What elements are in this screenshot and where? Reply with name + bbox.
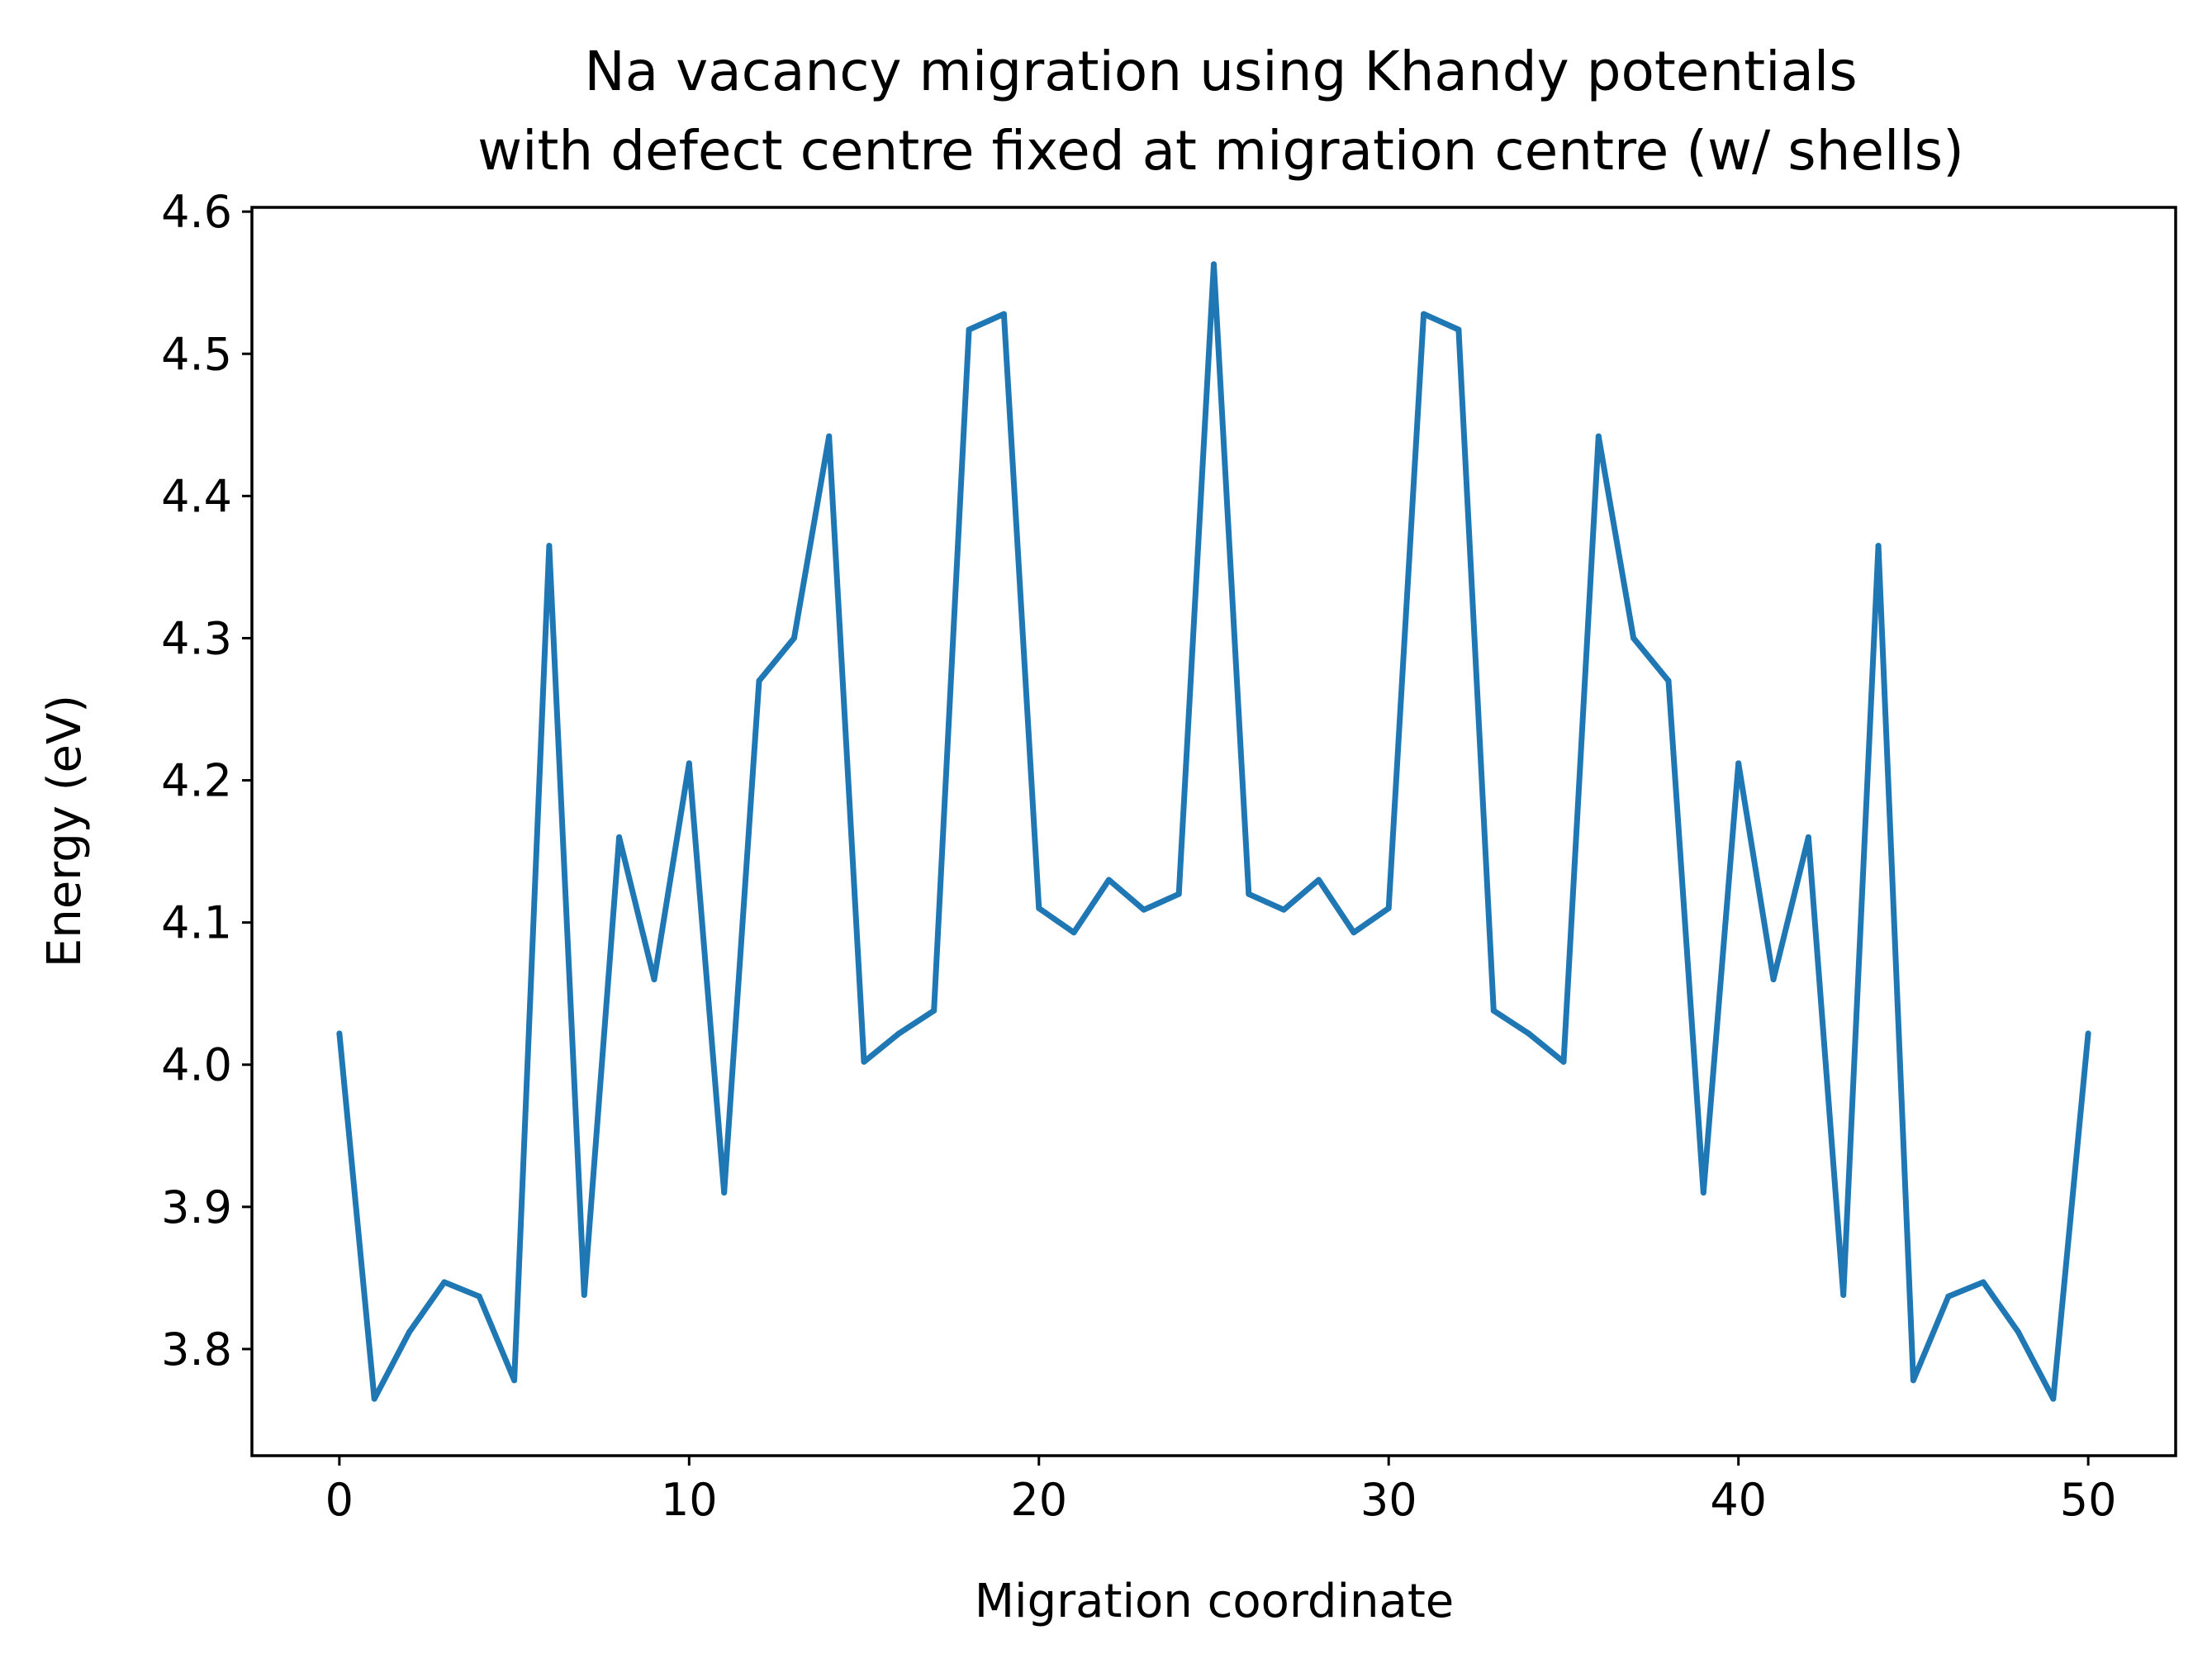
data-point	[721, 1190, 728, 1196]
y-tick-label: 4.3	[161, 612, 232, 664]
y-tick-label: 4.0	[161, 1039, 232, 1091]
data-point	[581, 1292, 587, 1299]
data-point	[1211, 261, 1217, 268]
x-tick-label: 20	[1010, 1474, 1067, 1526]
data-point	[826, 433, 833, 440]
y-tick-label: 4.6	[161, 186, 232, 238]
y-tick-label: 4.2	[161, 755, 232, 807]
y-tick-label: 3.8	[161, 1323, 232, 1376]
data-point	[931, 1007, 937, 1014]
chart-title-line-2: with defect centre fixed at migration ce…	[477, 119, 1964, 183]
data-point	[1036, 905, 1042, 911]
data-point	[686, 760, 692, 767]
data-point	[1840, 1292, 1847, 1299]
plot-area-frame	[250, 206, 2177, 1457]
data-point	[1665, 677, 1672, 684]
data-point	[1805, 834, 1811, 840]
data-point	[1700, 1190, 1706, 1196]
x-tick-label: 10	[661, 1474, 718, 1526]
data-point	[1735, 760, 1742, 767]
data-point	[1631, 634, 1637, 641]
y-tick-label: 4.1	[161, 897, 232, 949]
x-tick-label: 0	[325, 1474, 354, 1526]
data-point	[1770, 976, 1777, 982]
data-point	[1421, 311, 1427, 317]
data-point	[1490, 1007, 1497, 1014]
x-axis-ticks: 0 10 20 30 40 50	[325, 1456, 2117, 1526]
y-axis-ticks: 3.8 3.9 4.0 4.1 4.2 4.3 4.4 4.5 4.6	[161, 186, 252, 1376]
data-point	[1980, 1279, 1987, 1285]
data-point	[546, 543, 553, 549]
data-point	[1385, 905, 1392, 911]
data-point	[1246, 891, 1252, 897]
data-point	[1141, 906, 1147, 913]
data-point	[966, 326, 972, 333]
y-tick-label: 3.9	[161, 1181, 232, 1233]
data-point	[1175, 891, 1182, 897]
data-point	[2050, 1395, 2057, 1402]
data-point	[651, 976, 657, 982]
data-point	[1350, 929, 1357, 936]
data-point	[1910, 1377, 1916, 1384]
data-point	[756, 677, 762, 684]
data-point	[616, 834, 623, 840]
energy-series-line	[336, 261, 2091, 1402]
x-tick-label: 30	[1360, 1474, 1417, 1526]
data-point	[1316, 877, 1322, 883]
data-points	[336, 261, 2091, 1402]
data-point	[1526, 1030, 1532, 1037]
x-axis-label: Migration coordinate	[975, 1575, 1455, 1628]
y-tick-label: 4.4	[161, 470, 232, 522]
data-point	[2015, 1328, 2021, 1335]
data-point	[1455, 326, 1462, 333]
data-point	[790, 634, 797, 641]
data-point	[1000, 311, 1007, 317]
data-point	[1560, 1058, 1567, 1065]
data-point	[406, 1328, 413, 1335]
data-point	[511, 1377, 518, 1384]
x-tick-label: 50	[2060, 1474, 2117, 1526]
data-point	[336, 1030, 343, 1037]
data-point	[1105, 877, 1112, 883]
data-point	[2085, 1030, 2091, 1037]
data-point	[371, 1395, 377, 1402]
data-point	[1280, 906, 1287, 913]
data-point	[895, 1030, 902, 1037]
chart-title-line-1: Na vacancy migration using Khandy potent…	[584, 40, 1857, 103]
data-point	[1875, 543, 1882, 549]
x-tick-label: 40	[1710, 1474, 1767, 1526]
data-point	[861, 1058, 867, 1065]
data-point	[1070, 929, 1077, 936]
data-point	[476, 1293, 482, 1300]
data-point	[1595, 433, 1602, 440]
data-point	[441, 1279, 448, 1285]
y-tick-label: 4.5	[161, 328, 232, 380]
data-point	[1945, 1293, 1952, 1300]
y-axis-label: Energy (eV)	[38, 695, 92, 967]
